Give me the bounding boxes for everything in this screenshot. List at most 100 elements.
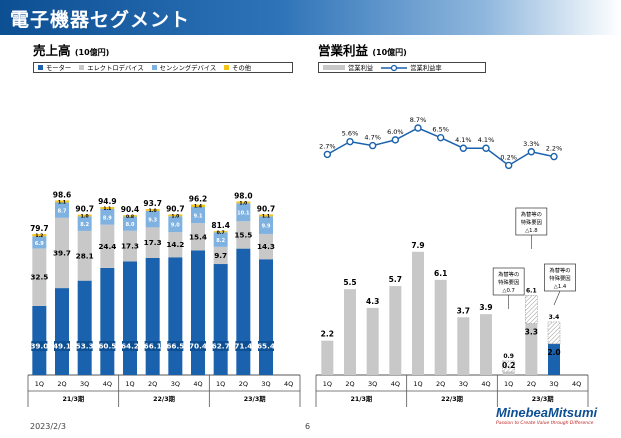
sales-data-label-electro: 15.5 — [234, 230, 252, 239]
legend-item-motor: モーター — [38, 63, 71, 72]
legend-item-profit: 営業利益 — [323, 63, 373, 72]
profit-tick-label: 4Q — [481, 380, 490, 388]
profit-special-top-label: 0.9 — [503, 353, 514, 360]
sales-total-label: 90.7 — [166, 204, 185, 213]
profit-tick-label: 3Q — [368, 380, 377, 388]
profit-title-block: 営業利益 (10億円) — [318, 40, 407, 59]
sales-data-label-motor: 71.4 — [234, 342, 252, 351]
sales-bar-electro — [55, 217, 69, 289]
legend-swatch-sensing — [151, 65, 157, 70]
sales-title: 売上高 — [33, 43, 71, 58]
legend-label-sensing: センシングデバイス — [159, 65, 217, 72]
sales-data-label-other: 1.2 — [35, 233, 43, 239]
sales-data-label-other: 0.7 — [217, 230, 225, 236]
sales-data-label-electro: 24.4 — [98, 242, 116, 251]
profit-group-label: 21/3期 — [350, 394, 372, 403]
margin-label: 4.1% — [478, 136, 495, 144]
legend-item-other: その他 — [224, 63, 251, 72]
sales-data-label-sensing: 9.1 — [194, 214, 203, 220]
profit-tick-label: 2Q — [345, 380, 354, 388]
sales-data-label-other: 0.8 — [126, 214, 134, 220]
profit-special-top-label: 3.4 — [549, 314, 560, 321]
sales-tick-label: 4Q — [284, 380, 293, 388]
sales-tick-label: 4Q — [193, 380, 202, 388]
sales-bar-motor — [259, 259, 273, 375]
margin-point — [550, 152, 558, 161]
sales-motor-label-box — [258, 341, 274, 351]
legend-line-margin — [381, 64, 408, 71]
page-title: 電子機器セグメント — [10, 9, 191, 31]
special-callout-text: △1.8 — [525, 228, 538, 234]
profit-special-top-label: 6.1 — [526, 287, 537, 294]
sales-data-label-motor: 60.5 — [98, 342, 116, 351]
sales-data-label-motor: 53.3 — [76, 342, 94, 351]
sales-motor-label-box — [167, 341, 184, 351]
sales-data-label-other: 1.1 — [262, 213, 270, 219]
margin-label: 4.1% — [455, 136, 472, 144]
sales-bar-sensing — [259, 216, 273, 234]
margin-point — [414, 124, 422, 132]
sales-group-label: 23/3期 — [244, 394, 266, 403]
sales-data-label-sensing: 8.2 — [216, 238, 225, 244]
sales-bar-motor — [77, 280, 92, 375]
legend-swatch-motor — [38, 65, 43, 70]
sales-bar-other — [145, 209, 160, 211]
profit-bar — [389, 286, 402, 375]
sales-motor-label-box — [235, 341, 252, 351]
sales-bar-other — [168, 214, 183, 217]
logo-tagline: Passion to Create Value through Differen… — [496, 421, 594, 426]
profit-value-label: 2.0 — [547, 348, 560, 357]
sales-bar-other — [213, 231, 228, 233]
profit-value-label: 3.9 — [479, 303, 492, 312]
profit-value-label: 2.2 — [321, 330, 334, 339]
sales-data-label-electro: 32.5 — [30, 273, 48, 282]
sales-total-label: 90.7 — [257, 204, 276, 213]
sales-bar-electro — [77, 230, 92, 281]
margin-point — [436, 133, 445, 142]
sales-total-label: 90.4 — [121, 205, 140, 214]
profit-unit: (10億円) — [372, 48, 407, 57]
sales-bar-other — [32, 234, 47, 237]
margin-label: 3.3% — [523, 140, 540, 148]
legend-swatch-electro — [79, 65, 85, 70]
sales-motor-label-box — [190, 341, 206, 351]
sales-legend: モーター エレクトロデバイス センシングデバイス その他 — [33, 62, 293, 73]
sales-tick-label: 1Q — [216, 380, 225, 388]
sales-total-label: 90.7 — [75, 205, 94, 214]
special-callout-box — [544, 263, 576, 292]
sales-title-block: 売上高 (10億円) — [33, 40, 109, 59]
sales-bar-motor — [32, 305, 47, 375]
sales-total-label: 96.2 — [189, 195, 208, 204]
margin-label: 2.7% — [319, 142, 336, 150]
footer-date: 2023/2/3 — [30, 422, 66, 431]
profit-value-label: 0.2 — [502, 361, 515, 370]
profit-value-label: 3.7 — [457, 306, 470, 315]
sales-bar-electro — [213, 246, 228, 265]
special-callout-text: △0.7 — [502, 288, 515, 294]
legend-swatch-other — [224, 65, 230, 70]
margin-point — [346, 137, 354, 146]
profit-tick-label: 3Q — [549, 380, 558, 388]
sales-tick-label: 3Q — [80, 380, 89, 388]
margin-point — [459, 144, 468, 152]
sales-motor-label-box — [31, 341, 48, 351]
sales-tick-label: 2Q — [239, 380, 248, 388]
sales-bar-sensing — [191, 207, 205, 224]
profit-bar — [502, 371, 515, 375]
sales-data-label-other: 1.0 — [149, 208, 157, 214]
sales-data-label-motor: 70.4 — [189, 342, 207, 351]
sales-bar-other — [55, 200, 69, 203]
margin-label: 2.2% — [546, 145, 563, 153]
profit-value-label: 4.3 — [366, 297, 379, 306]
sales-bar-sensing — [100, 208, 115, 225]
legend-label-other: その他 — [232, 65, 252, 72]
sales-bar-other — [259, 214, 273, 217]
legend-label-motor: モーター — [46, 65, 72, 72]
sales-bar-other — [191, 204, 205, 208]
sales-data-label-electro: 28.1 — [76, 251, 94, 260]
margin-label: 4.7% — [364, 134, 381, 142]
sales-motor-label-box — [54, 341, 70, 351]
sales-data-label-motor: 64.2 — [121, 342, 139, 351]
sales-bar-sensing — [145, 210, 160, 228]
sales-motor-label-box — [122, 341, 138, 351]
